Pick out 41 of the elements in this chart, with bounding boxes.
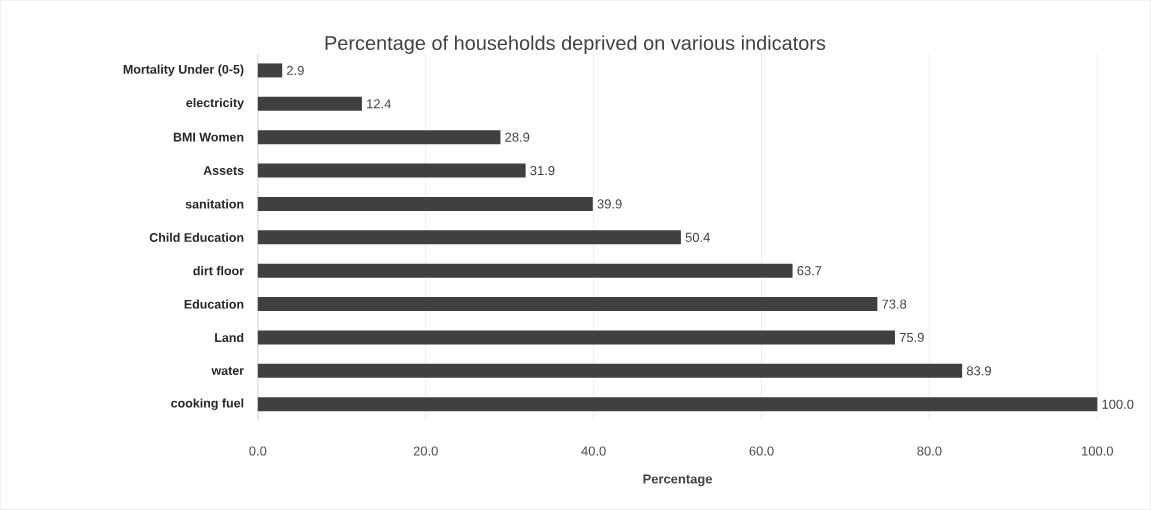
data-label: 83.9 xyxy=(966,366,991,376)
y-tick-label: dirt floor xyxy=(193,266,244,276)
bar xyxy=(257,163,526,178)
bar xyxy=(257,297,878,312)
bar xyxy=(257,230,681,245)
bar xyxy=(257,330,895,345)
x-tick-label: 20.0 xyxy=(413,446,438,456)
y-tick-label: Child Education xyxy=(149,232,244,243)
x-tick-label: 0.0 xyxy=(249,446,267,456)
y-tick-label: Education xyxy=(184,299,244,309)
y-tick-label: Assets xyxy=(203,166,244,176)
data-label: 28.9 xyxy=(505,132,530,142)
y-tick-label: Land xyxy=(215,333,244,343)
chart-title: Percentage of households deprived on various indicators xyxy=(325,35,826,55)
bar xyxy=(257,364,963,379)
y-tick-label: Mortality Under (0-5) xyxy=(123,64,244,77)
data-label: 63.7 xyxy=(797,266,822,276)
y-tick-label: sanitation xyxy=(185,199,244,209)
y-tick-label: water xyxy=(211,366,244,376)
y-tick-label: electricity xyxy=(186,98,244,110)
data-label: 75.9 xyxy=(899,333,924,343)
x-tick-label: 100.0 xyxy=(1082,446,1113,456)
x-axis-title: Percentage xyxy=(643,474,713,487)
bar xyxy=(257,130,501,145)
data-label: 31.9 xyxy=(530,166,555,176)
y-tick-label: BMI Women xyxy=(173,133,244,142)
data-label: 73.8 xyxy=(882,299,907,309)
data-label: 12.4 xyxy=(367,99,391,109)
bar xyxy=(257,197,593,212)
data-label: 2.9 xyxy=(287,65,304,76)
bar xyxy=(257,397,1098,412)
y-tick-label: cooking fuel xyxy=(171,398,244,411)
x-tick-label: 60.0 xyxy=(749,446,774,456)
bar xyxy=(257,63,283,78)
data-label: 50.4 xyxy=(685,232,710,243)
data-label: 100.0 xyxy=(1102,399,1134,409)
bar xyxy=(257,263,793,278)
data-label: 39.9 xyxy=(597,199,622,209)
bar xyxy=(257,96,362,111)
x-tick-label: 80.0 xyxy=(917,446,942,456)
x-tick-label: 40.0 xyxy=(581,446,606,456)
